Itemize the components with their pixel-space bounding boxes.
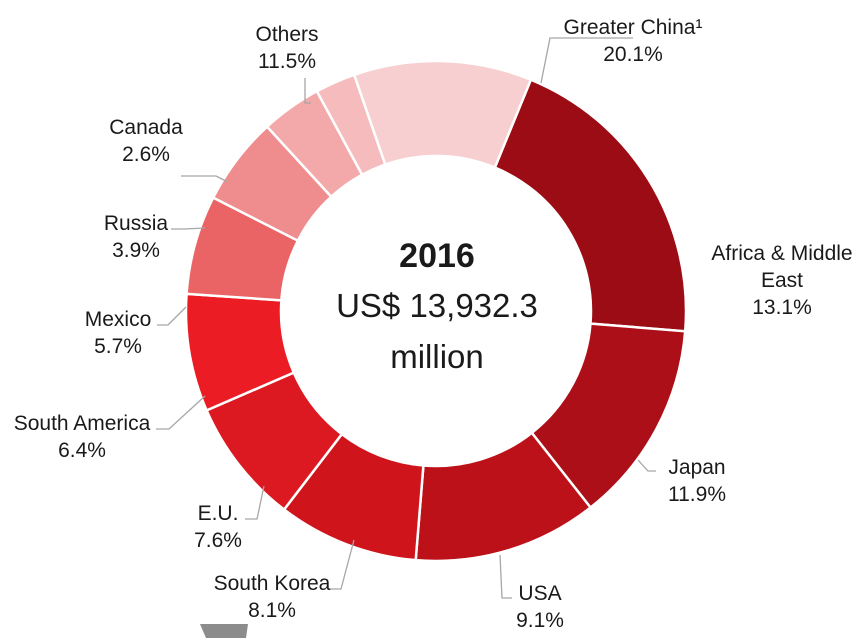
slice-name: East bbox=[761, 269, 803, 292]
slice-name: Africa & Middle bbox=[711, 242, 852, 265]
slice-name: Canada bbox=[109, 116, 183, 139]
slice-value: 6.4% bbox=[58, 439, 106, 462]
center-label: 2016 US$ 13,932.3 million bbox=[336, 237, 538, 375]
slice-label: USA 9.1% bbox=[516, 582, 564, 632]
leader-line bbox=[181, 175, 229, 183]
slice-name: USA bbox=[518, 582, 561, 605]
slice-value: 11.9% bbox=[668, 483, 726, 506]
slice-name: Japan bbox=[668, 456, 725, 479]
slice-labels: Greater China¹ 20.1% Africa & Middle East 13… bbox=[14, 16, 853, 632]
slice-name: Others bbox=[255, 23, 318, 46]
slice-label: Russia 3.9% bbox=[104, 212, 169, 262]
slice-label: South America 6.4% bbox=[14, 412, 151, 462]
center-unit: million bbox=[390, 338, 484, 375]
center-year: 2016 bbox=[399, 237, 475, 275]
slice-label: E.U. 7.6% bbox=[194, 502, 242, 552]
slice-name: Greater China¹ bbox=[564, 16, 703, 39]
decorative-shape bbox=[200, 624, 248, 638]
slice-label: Greater China¹ 20.1% bbox=[564, 16, 703, 66]
slice-value: 3.9% bbox=[112, 239, 160, 262]
slice-others bbox=[352, 59, 533, 170]
slice-label: Japan 11.9% bbox=[668, 456, 726, 506]
slice-value: 2.6% bbox=[122, 143, 170, 166]
leader-line bbox=[499, 554, 512, 599]
slices-layer bbox=[184, 59, 688, 563]
slice-value: 11.5% bbox=[258, 50, 316, 73]
slice-label: South Korea 8.1% bbox=[214, 572, 331, 622]
leader-lines bbox=[156, 37, 656, 599]
slice-label: Mexico 5.7% bbox=[85, 308, 152, 358]
slice-name: E.U. bbox=[198, 502, 239, 525]
slice-value: 7.6% bbox=[194, 529, 242, 552]
leader-line bbox=[328, 539, 355, 590]
leader-line bbox=[156, 395, 206, 430]
leader-line bbox=[540, 37, 633, 84]
slice-value: 8.1% bbox=[248, 599, 296, 622]
slice-name: South America bbox=[14, 412, 151, 435]
leader-line bbox=[157, 306, 187, 326]
slice-value: 9.1% bbox=[516, 609, 564, 632]
slice-name: Mexico bbox=[85, 308, 152, 331]
leader-line bbox=[245, 485, 265, 520]
leader-line bbox=[637, 459, 656, 472]
leader-line bbox=[304, 78, 311, 104]
center-total: US$ 13,932.3 bbox=[336, 287, 538, 324]
slice-value: 20.1% bbox=[603, 43, 663, 66]
slice-name: South Korea bbox=[214, 572, 331, 595]
slice-label: Others 11.5% bbox=[255, 23, 318, 73]
slice-greater-china bbox=[493, 78, 688, 333]
leader-line bbox=[171, 227, 206, 230]
slice-name: Russia bbox=[104, 212, 169, 235]
slice-label: Africa & Middle East 13.1% bbox=[711, 242, 852, 319]
slice-value: 13.1% bbox=[752, 296, 812, 319]
slice-label: Canada 2.6% bbox=[109, 116, 183, 166]
slice-value: 5.7% bbox=[94, 335, 142, 358]
